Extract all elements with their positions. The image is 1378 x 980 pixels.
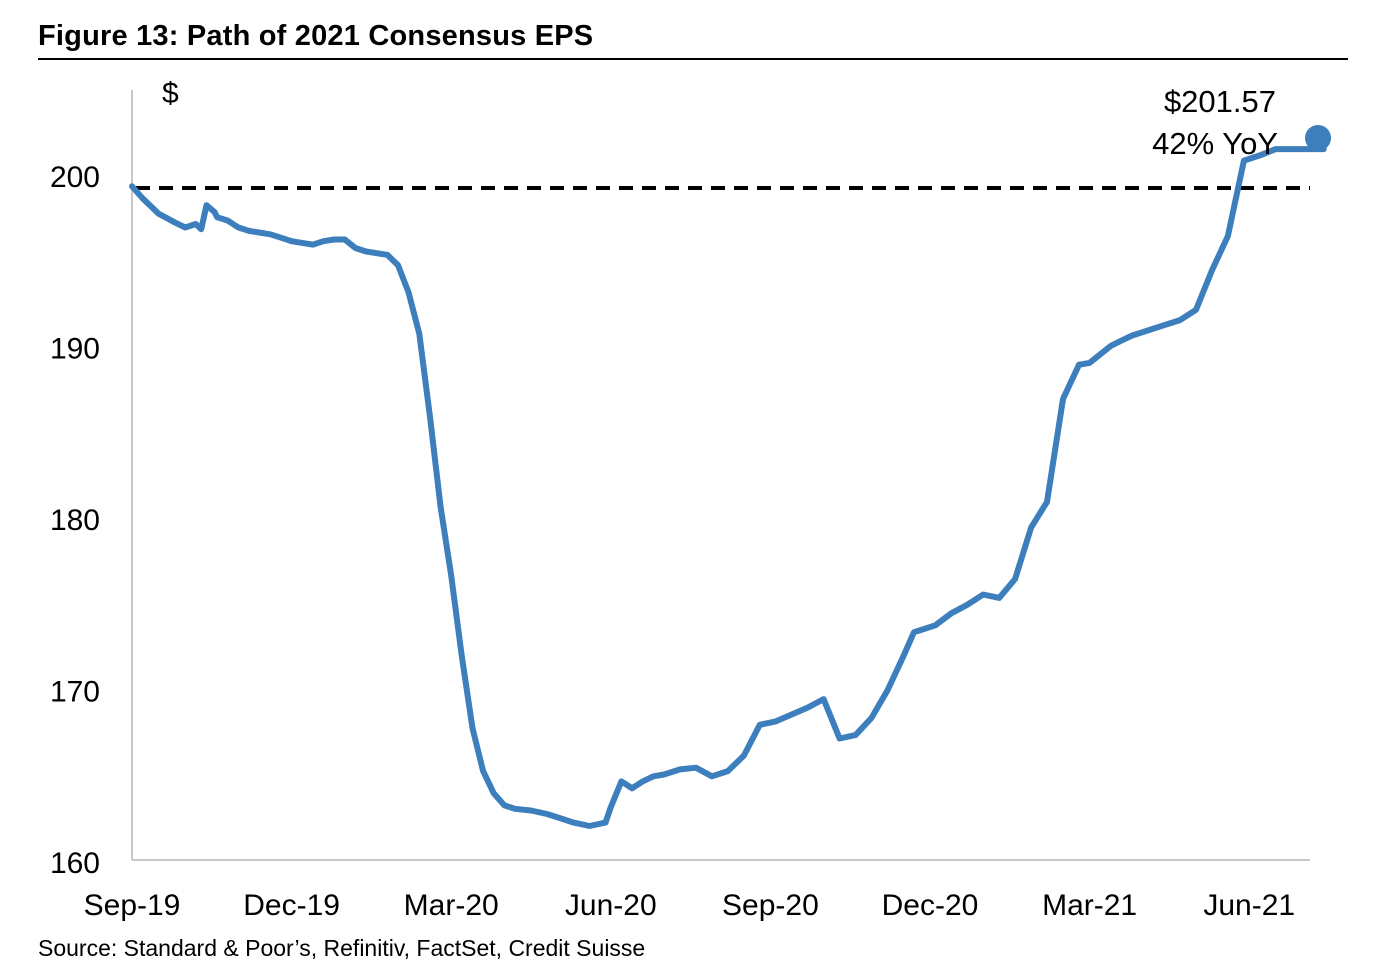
y-axis-unit-label: $ <box>162 77 179 110</box>
x-tick-label: Dec-19 <box>243 889 340 922</box>
y-tick-label: 160 <box>50 847 100 880</box>
source-note: Source: Standard & Poor’s, Refinitiv, Fa… <box>38 935 646 961</box>
x-tick-label: Jun-20 <box>565 889 657 922</box>
end-point-marker <box>1305 125 1331 151</box>
y-axis-ticks: 160 170 180 190 200 <box>50 161 100 880</box>
y-tick-label: 200 <box>50 161 100 194</box>
x-tick-label: Mar-21 <box>1042 889 1137 922</box>
annotation-value: $201.57 <box>1164 84 1276 119</box>
x-tick-label: Sep-19 <box>84 889 181 922</box>
y-tick-label: 190 <box>50 333 100 366</box>
annotation-group: $201.57 42% YoY <box>1152 84 1331 161</box>
series-line-eps <box>129 146 1327 829</box>
y-tick-label: 180 <box>50 504 100 537</box>
x-tick-label: Sep-20 <box>722 889 819 922</box>
series-group <box>129 146 1327 829</box>
x-tick-label: Dec-20 <box>882 889 979 922</box>
eps-line-chart: $ 160 170 180 190 200 Sep-19 Dec-19 Mar-20 Jun-… <box>50 77 1331 922</box>
annotation-yoy: 42% YoY <box>1152 126 1278 161</box>
title-rule <box>38 58 1348 60</box>
x-axis-ticks: Sep-19 Dec-19 Mar-20 Jun-20 Sep-20 Dec-20 Mar-… <box>84 889 1295 922</box>
x-tick-label: Jun-21 <box>1203 889 1295 922</box>
y-tick-label: 170 <box>50 676 100 709</box>
axes: $ <box>131 77 1310 861</box>
x-tick-label: Mar-20 <box>404 889 499 922</box>
figure-title: Figure 13: Path of 2021 Consensus EPS <box>38 20 594 52</box>
